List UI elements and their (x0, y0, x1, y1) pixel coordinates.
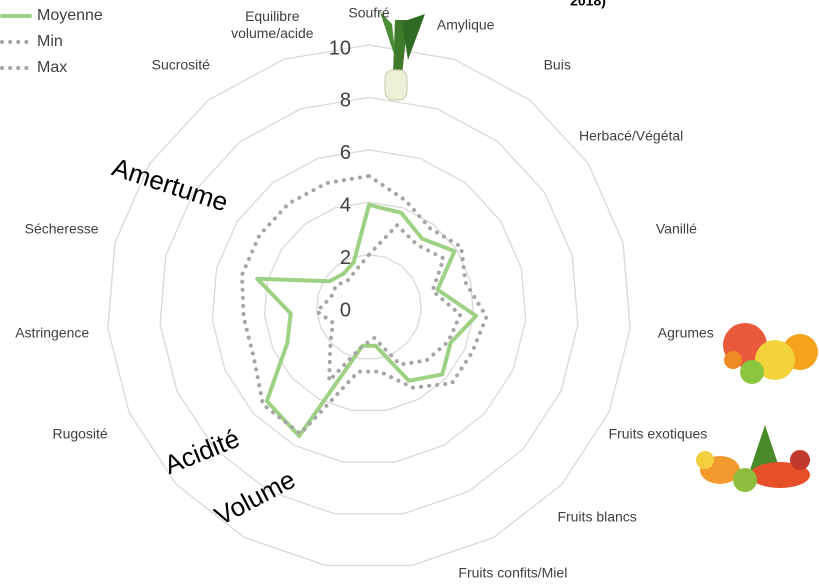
axis-label: Rugosité (52, 425, 107, 442)
axis-label: Fruits confits/Miel (458, 564, 567, 581)
legend-label: Min (37, 33, 63, 50)
axis-label: Agrumes (658, 325, 714, 342)
axis-label: Fruits blancs (557, 509, 636, 526)
chart-title: 2018) (570, 0, 606, 9)
grid-ring (108, 45, 630, 565)
tick-label: 8 (340, 90, 351, 112)
axis-label: Fruits exotiques (608, 425, 707, 442)
axis-label: Sucrosité (152, 57, 210, 74)
tick-label: 6 (340, 142, 351, 164)
grid-ring (212, 150, 525, 462)
tick-label: 4 (340, 194, 351, 216)
axis-label: Vanillé (656, 221, 697, 238)
grid-ring (265, 202, 474, 410)
axis-label: Amylique (437, 17, 495, 34)
fruit-image (696, 425, 810, 492)
leek-image (380, 12, 425, 100)
axis-label: Sécheresse (25, 221, 99, 238)
legend-label: Max (37, 59, 67, 76)
axis-label: Buis (544, 57, 571, 74)
axis-label: Equilibre volume/acide (212, 8, 332, 42)
legend-label: Moyenne (37, 7, 103, 24)
axis-label: Soufré (348, 5, 389, 22)
page: 2018) 0246810MoyenneMinMax SoufréAmyliqu… (0, 0, 819, 587)
citrus-image (723, 323, 818, 384)
axis-label: Herbacé/Végétal (579, 127, 683, 144)
tick-label: 0 (340, 299, 351, 321)
chart: 2018) 0246810MoyenneMinMax (0, 0, 819, 587)
axis-label: Astringence (15, 325, 89, 342)
